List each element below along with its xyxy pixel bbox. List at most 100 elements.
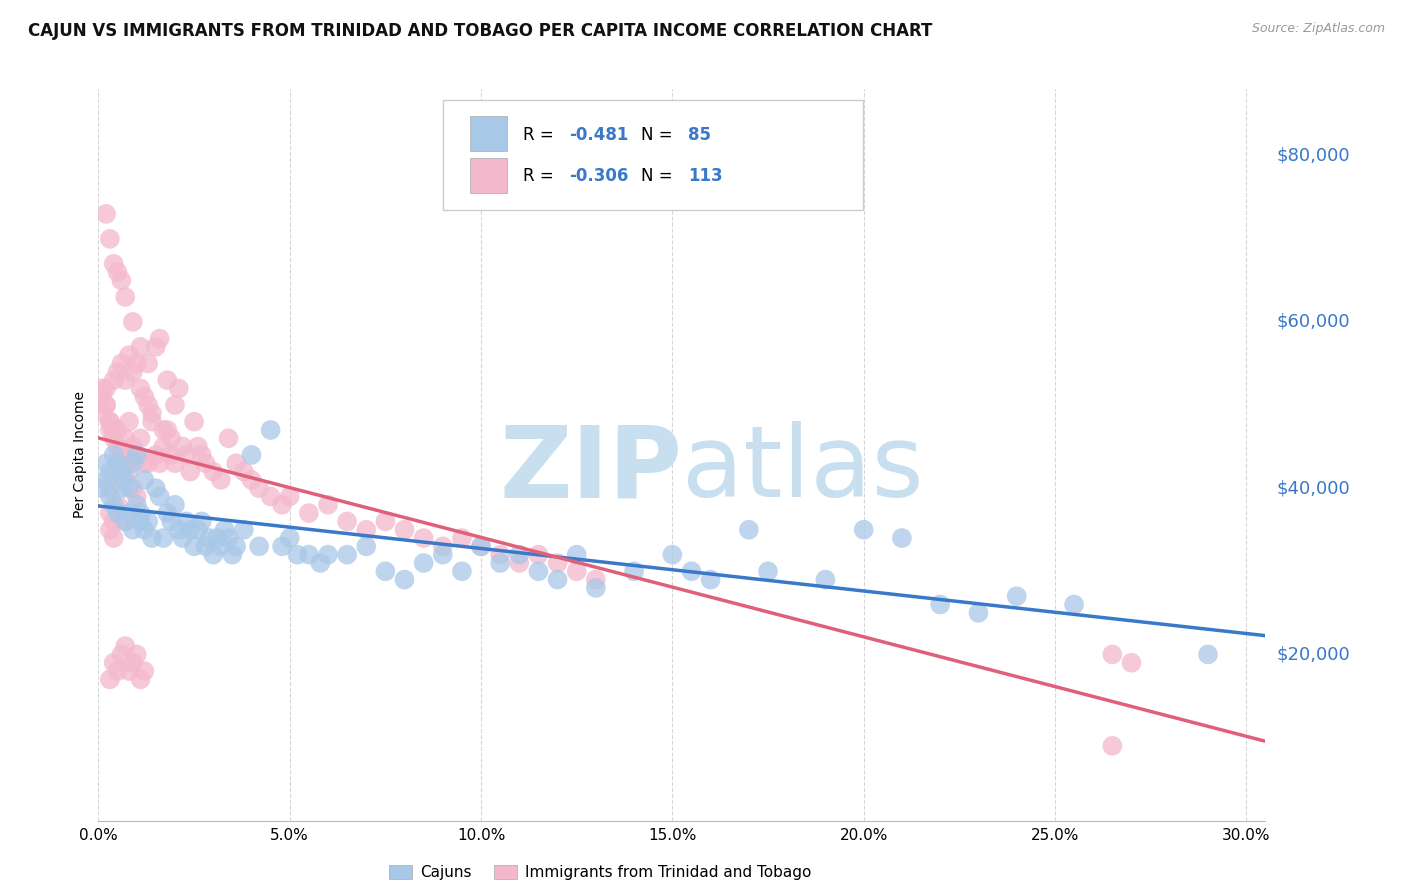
Text: -0.306: -0.306 bbox=[568, 167, 628, 185]
Text: CAJUN VS IMMIGRANTS FROM TRINIDAD AND TOBAGO PER CAPITA INCOME CORRELATION CHART: CAJUN VS IMMIGRANTS FROM TRINIDAD AND TO… bbox=[28, 22, 932, 40]
Point bbox=[134, 473, 156, 487]
Point bbox=[225, 539, 247, 553]
Point bbox=[565, 548, 588, 562]
Point bbox=[163, 498, 186, 512]
Point bbox=[183, 539, 205, 553]
Point bbox=[432, 539, 454, 553]
Point bbox=[287, 548, 309, 562]
Point bbox=[136, 456, 159, 470]
Point bbox=[129, 340, 152, 354]
Point bbox=[107, 506, 129, 520]
Point bbox=[121, 656, 143, 670]
Point bbox=[118, 348, 141, 362]
Point bbox=[118, 664, 141, 678]
Point bbox=[145, 481, 167, 495]
Point bbox=[699, 573, 721, 587]
Point bbox=[94, 456, 117, 470]
Y-axis label: Per Capita Income: Per Capita Income bbox=[73, 392, 87, 518]
Point bbox=[118, 506, 141, 520]
Point bbox=[98, 490, 121, 504]
Point bbox=[221, 548, 243, 562]
Point bbox=[118, 465, 141, 479]
Point bbox=[107, 498, 129, 512]
Text: 113: 113 bbox=[688, 167, 723, 185]
Point bbox=[1005, 589, 1028, 603]
Text: N =: N = bbox=[641, 167, 678, 185]
Point bbox=[110, 273, 132, 287]
Point bbox=[179, 465, 201, 479]
Point bbox=[121, 440, 143, 454]
Point bbox=[98, 523, 121, 537]
Point bbox=[141, 406, 163, 420]
Text: atlas: atlas bbox=[682, 421, 924, 518]
Point bbox=[152, 440, 174, 454]
Point bbox=[547, 573, 569, 587]
Point bbox=[134, 523, 156, 537]
Point bbox=[125, 648, 148, 662]
Point bbox=[214, 523, 236, 537]
Point bbox=[218, 431, 240, 445]
Point bbox=[107, 365, 129, 379]
Point bbox=[929, 598, 952, 612]
Point bbox=[240, 473, 263, 487]
Point bbox=[194, 539, 217, 553]
Point bbox=[172, 531, 194, 545]
Point bbox=[187, 523, 209, 537]
Point bbox=[94, 398, 117, 412]
Point bbox=[103, 423, 125, 437]
Point bbox=[163, 456, 186, 470]
Point bbox=[91, 481, 114, 495]
Text: R =: R = bbox=[523, 126, 560, 144]
Point bbox=[565, 564, 588, 578]
Point bbox=[125, 490, 148, 504]
Point bbox=[125, 498, 148, 512]
Point bbox=[98, 415, 121, 429]
Text: $60,000: $60,000 bbox=[1277, 313, 1350, 331]
Point bbox=[98, 423, 121, 437]
Point bbox=[890, 531, 912, 545]
Point bbox=[451, 531, 474, 545]
Point bbox=[336, 548, 359, 562]
Point bbox=[756, 564, 779, 578]
Point bbox=[94, 398, 117, 412]
Point bbox=[1101, 648, 1123, 662]
Point bbox=[470, 539, 492, 553]
FancyBboxPatch shape bbox=[443, 100, 863, 210]
Point bbox=[1063, 598, 1085, 612]
Text: Source: ZipAtlas.com: Source: ZipAtlas.com bbox=[1251, 22, 1385, 36]
Point bbox=[194, 456, 217, 470]
Point bbox=[432, 548, 454, 562]
Point bbox=[114, 290, 136, 304]
Text: R =: R = bbox=[523, 167, 560, 185]
Point bbox=[103, 656, 125, 670]
Point bbox=[585, 573, 607, 587]
Point bbox=[209, 473, 232, 487]
Point bbox=[527, 548, 550, 562]
Point bbox=[661, 548, 683, 562]
Point bbox=[163, 398, 186, 412]
Point bbox=[94, 207, 117, 221]
Point bbox=[110, 481, 132, 495]
Point bbox=[160, 431, 183, 445]
Point bbox=[176, 448, 198, 462]
Text: $80,000: $80,000 bbox=[1277, 146, 1350, 165]
Point bbox=[1197, 648, 1219, 662]
Point bbox=[110, 465, 132, 479]
Point bbox=[107, 265, 129, 279]
Point bbox=[967, 606, 990, 620]
Point bbox=[585, 581, 607, 595]
Point bbox=[129, 506, 152, 520]
Point bbox=[129, 673, 152, 687]
Point bbox=[374, 515, 396, 529]
Point bbox=[121, 456, 143, 470]
Point bbox=[394, 573, 416, 587]
Point bbox=[167, 381, 190, 395]
Point bbox=[247, 539, 270, 553]
Point bbox=[129, 381, 152, 395]
Text: $20,000: $20,000 bbox=[1277, 646, 1350, 664]
Point bbox=[156, 373, 179, 387]
Point bbox=[209, 539, 232, 553]
Point bbox=[156, 423, 179, 437]
Point bbox=[508, 556, 530, 570]
Point bbox=[98, 415, 121, 429]
